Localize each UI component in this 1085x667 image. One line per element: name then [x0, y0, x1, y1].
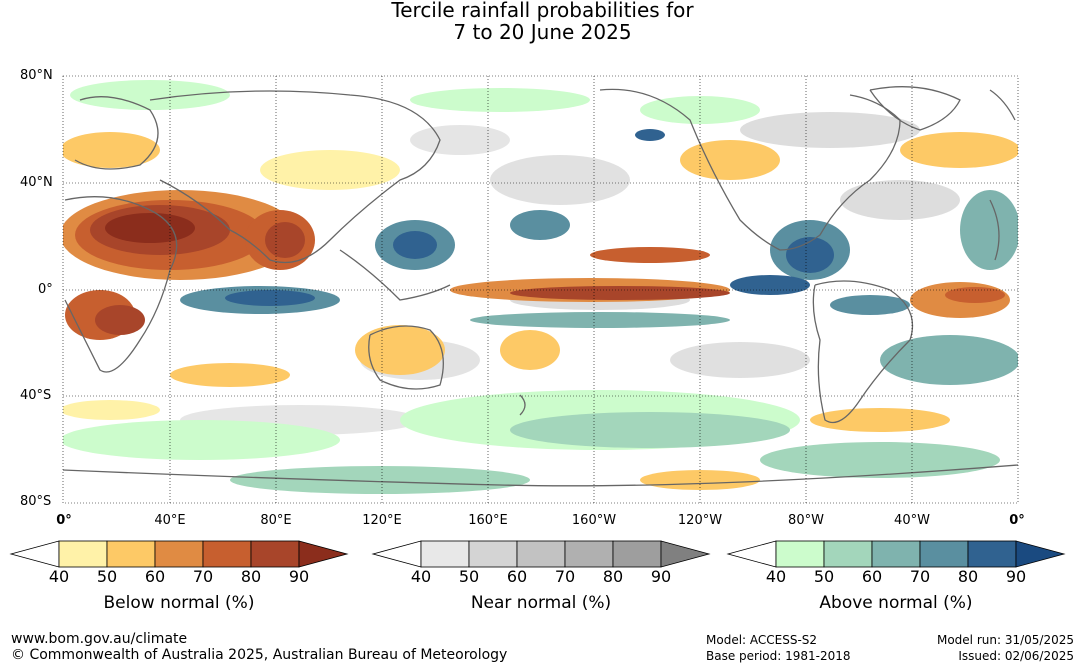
colorbar-above-tick: 50 [813, 567, 835, 586]
colorbar-above-tick: 60 [861, 567, 883, 586]
colorbar-below-swatch [106, 540, 156, 568]
colorbar-below-min-arrow [9, 540, 60, 568]
lat-label-80s: 80°S [20, 494, 52, 509]
colorbar-below-swatch [250, 540, 300, 568]
footer-copyright: © Commonwealth of Australia 2025, Austra… [11, 647, 508, 663]
footer-model-run: Model run: 31/05/2025 [936, 633, 1074, 647]
probability-field [63, 80, 1018, 494]
colorbar-near-tick: 60 [506, 567, 528, 586]
colorbar-near-swatch [420, 540, 470, 568]
footer-base-period: Base period: 1981-2018 [706, 649, 851, 663]
colorbar-above-tick: 80 [957, 567, 979, 586]
colorbar-near-swatch [564, 540, 614, 568]
lon-label-40e: 40°E [154, 513, 186, 528]
colorbar-below-swatch [58, 540, 108, 568]
colorbar-near-swatch [468, 540, 518, 568]
colorbar-above-swatch [823, 540, 873, 568]
chart-title-line2: 7 to 20 June 2025 [453, 20, 632, 44]
footer-issued: Issued: 02/06/2025 [958, 649, 1074, 663]
colorbar-near [371, 540, 711, 568]
colorbar-near-max-arrow [660, 540, 711, 568]
colorbar-above-tick: 40 [765, 567, 787, 586]
lat-label-80n: 80°N [20, 68, 53, 83]
colorbar-below-title: Below normal (%) [103, 593, 255, 613]
colorbar-below-swatch [202, 540, 252, 568]
colorbar-above-max-arrow [1015, 540, 1066, 568]
colorbar-near-swatch [612, 540, 662, 568]
colorbar-below-swatch [154, 540, 204, 568]
colorbar-near-title: Near normal (%) [470, 593, 612, 613]
lon-label-160w: 160°W [571, 513, 617, 528]
lon-label-120e: 120°E [362, 513, 402, 528]
colorbar-near-swatch [516, 540, 566, 568]
colorbar-above-tick: 90 [1005, 567, 1027, 586]
lon-label-0-right: 0° [1009, 513, 1025, 528]
colorbar-below-tick: 80 [240, 567, 262, 586]
colorbar-above [726, 540, 1066, 568]
coastlines [63, 86, 1018, 487]
chart-title-line1: Tercile rainfall probabilities for [391, 0, 694, 22]
lon-label-80w: 80°W [788, 513, 824, 528]
colorbar-near-min-arrow [371, 540, 422, 568]
lon-label-0-left: 0° [56, 513, 72, 528]
graticule [62, 75, 1019, 504]
colorbar-near-tick: 90 [650, 567, 672, 586]
colorbar-above-swatch [775, 540, 825, 568]
colorbar-below-tick: 60 [144, 567, 166, 586]
colorbar-below-tick: 90 [288, 567, 310, 586]
footer-website: www.bom.gov.au/climate [11, 631, 188, 647]
colorbar-above-title: Above normal (%) [819, 593, 973, 613]
colorbar-above-min-arrow [726, 540, 777, 568]
colorbar-below [9, 540, 349, 568]
lon-label-40w: 40°W [894, 513, 930, 528]
lat-label-40s: 40°S [20, 388, 52, 403]
colorbar-near-tick: 70 [554, 567, 576, 586]
colorbar-below-tick: 50 [96, 567, 118, 586]
footer-model: Model: ACCESS-S2 [706, 633, 818, 647]
lat-label-0: 0° [38, 282, 53, 297]
colorbar-above-tick: 70 [909, 567, 931, 586]
colorbar-near-tick: 80 [602, 567, 624, 586]
colorbar-near-tick: 50 [458, 567, 480, 586]
lat-label-40n: 40°N [20, 175, 53, 190]
colorbar-above-swatch [919, 540, 969, 568]
colorbar-above-swatch [871, 540, 921, 568]
lon-label-80e: 80°E [260, 513, 292, 528]
lon-label-120w: 120°W [677, 513, 723, 528]
colorbar-below-tick: 70 [192, 567, 214, 586]
colorbar-near-tick: 40 [410, 567, 432, 586]
colorbar-below-max-arrow [298, 540, 349, 568]
lon-label-160e: 160°E [468, 513, 508, 528]
colorbar-below-tick: 40 [48, 567, 70, 586]
colorbar-above-swatch [967, 540, 1017, 568]
